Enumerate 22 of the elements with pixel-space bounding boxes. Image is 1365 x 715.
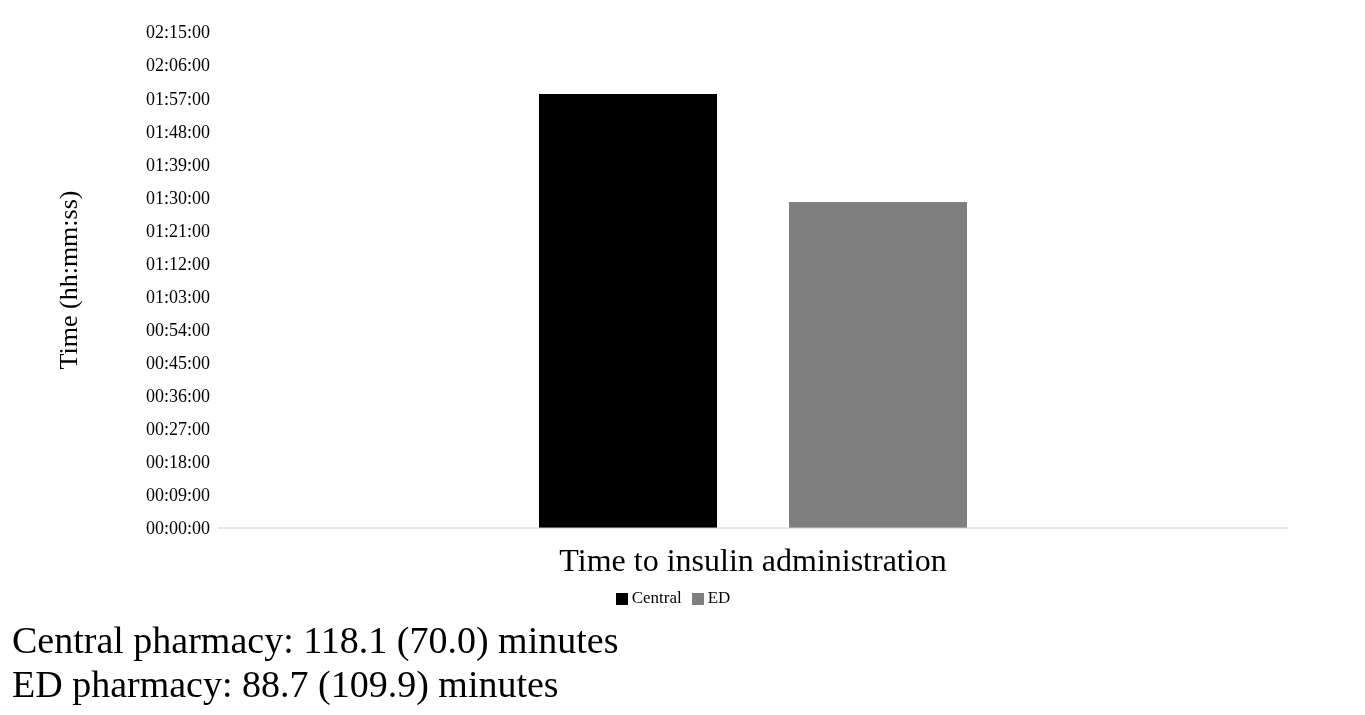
legend-label: Central [631,588,682,607]
y-tick-label: 01:48:00 [145,121,210,142]
y-tick-label: 00:27:00 [145,419,210,440]
y-tick-label: 00:45:00 [145,353,210,374]
y-tick-label: 01:57:00 [145,88,210,109]
y-tick-label: 00:00:00 [145,518,210,539]
y-tick-label: 00:18:00 [145,452,210,473]
legend-label: ED [707,588,731,607]
text: Central pharmacy: 118.1 (70.0) minutes [12,618,620,662]
y-tick-label: 01:21:00 [145,220,210,241]
y-axis-title: Time (hh:mm:ss) [54,190,84,370]
text: ED pharmacy: 88.7 (109.9) minutes [12,662,560,706]
x-tick-label: Time to insulin administration [559,541,947,578]
y-tick-label: 00:54:00 [145,319,210,340]
y-tick-label: 00:36:00 [145,386,210,407]
y-tick-label: 01:03:00 [145,286,210,307]
y-tick-label: 01:39:00 [145,154,210,175]
y-tick-label: 01:12:00 [145,253,210,274]
y-tick-label: 02:06:00 [145,55,210,76]
y-tick-label: 01:30:00 [145,187,210,208]
y-tick-label: 02:15:00 [145,22,210,43]
y-tick-label: 00:09:00 [145,485,210,506]
